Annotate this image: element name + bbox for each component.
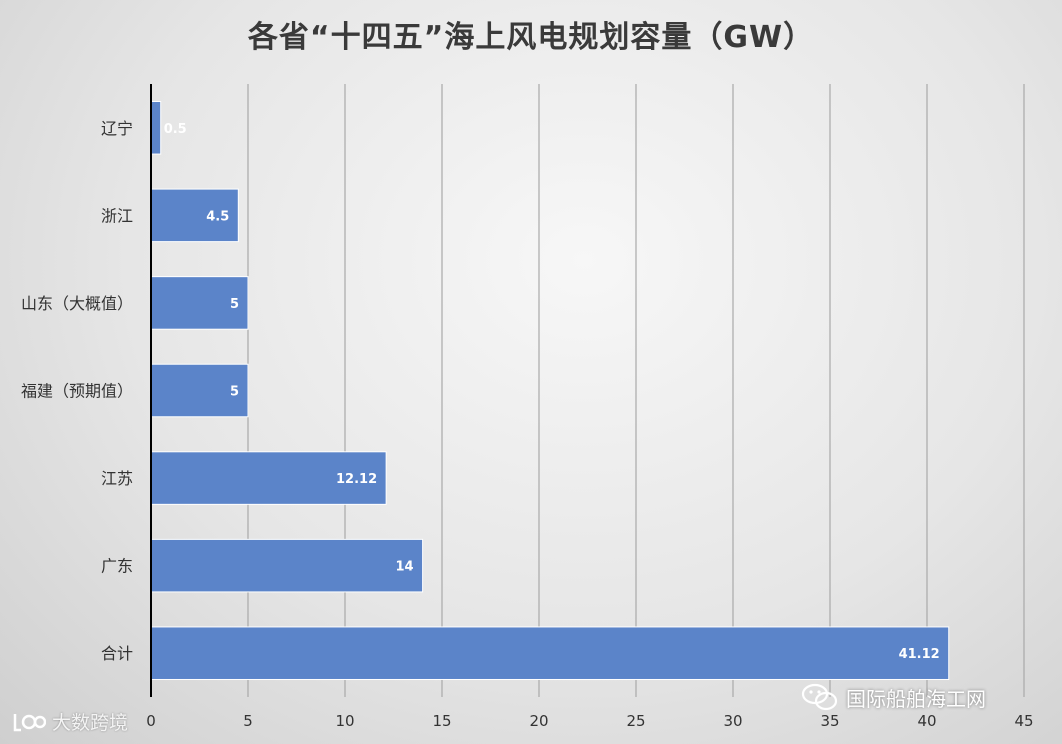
data-label: 5 — [230, 385, 239, 400]
data-label: 4.5 — [206, 209, 229, 224]
category-label: 合计 — [101, 644, 133, 663]
x-tick-label: 20 — [529, 712, 548, 730]
category-label: 浙江 — [101, 206, 133, 225]
x-tick-label: 45 — [1014, 712, 1033, 730]
chart-title: 各省“十四五”海上风电规划容量（GW） — [247, 20, 815, 55]
data-label: 12.12 — [336, 472, 377, 487]
x-tick-label: 25 — [626, 712, 645, 730]
category-label: 辽宁 — [101, 119, 133, 138]
labels: 0 5 10 15 20 25 30 35 40 45 辽宁 0.5 浙江 4.5 山东（大概值） 5 福建（预… — [21, 119, 1034, 730]
gridlines — [247, 84, 1025, 697]
bar — [150, 188, 239, 243]
watermark-left: 大数跨境 — [12, 708, 128, 735]
category-label: 广东 — [101, 557, 133, 576]
data-label: 14 — [396, 560, 414, 575]
x-tick-label: 10 — [335, 712, 354, 730]
bar — [150, 101, 162, 155]
data-label: 5 — [230, 297, 239, 312]
bar — [150, 538, 424, 593]
data-label: 0.5 — [164, 122, 187, 137]
watermark-left-text: 大数跨境 — [52, 712, 129, 734]
watermark-right: 国际船舶海工网 — [800, 682, 986, 712]
wechat-icon — [801, 683, 838, 711]
x-tick-label: 0 — [146, 712, 156, 730]
x-tick-label: 5 — [243, 712, 253, 730]
category-label: 山东（大概值） — [21, 294, 133, 313]
bar — [150, 451, 387, 505]
category-label: 福建（预期值） — [21, 382, 133, 401]
x-tick-label: 15 — [432, 712, 451, 730]
data-label: 41.12 — [899, 647, 940, 662]
brand-logo-icon — [13, 713, 46, 731]
x-tick-label: 30 — [723, 712, 742, 730]
bar — [150, 276, 249, 330]
category-label: 江苏 — [101, 469, 133, 488]
x-tick-label: 40 — [917, 712, 936, 730]
bars — [150, 101, 950, 680]
x-tick-label: 35 — [820, 712, 839, 730]
watermark-right-text: 国际船舶海工网 — [846, 686, 986, 711]
bar — [150, 363, 249, 418]
bar — [150, 626, 950, 680]
